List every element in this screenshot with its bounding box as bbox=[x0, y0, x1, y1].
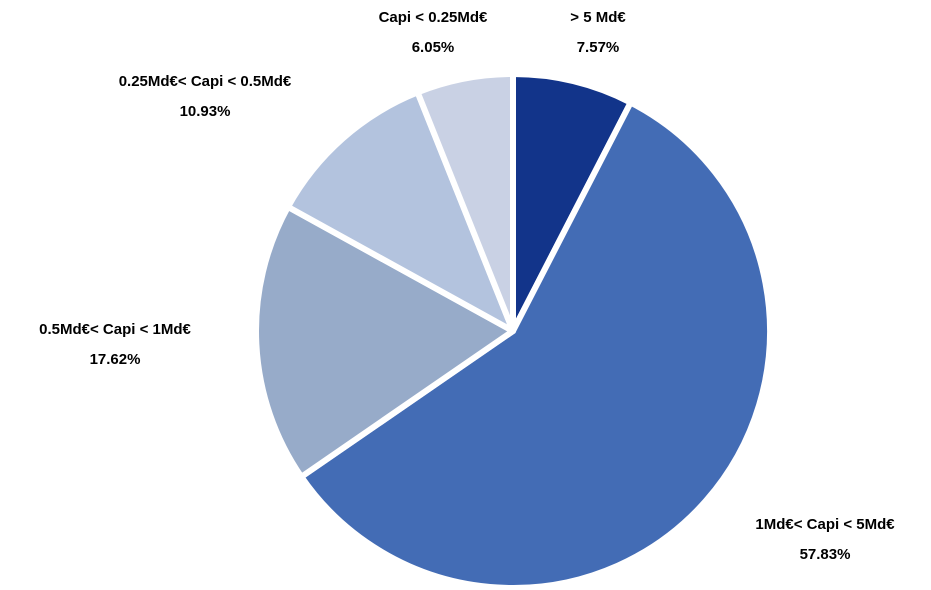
pie-slice bbox=[414, 71, 516, 334]
value-label: 17.62% bbox=[90, 351, 141, 368]
pie-slice bbox=[284, 89, 516, 334]
slice-label: 1Md€< Capi < 5Md€ bbox=[755, 516, 895, 533]
pie-slice bbox=[298, 99, 773, 590]
value-label: 57.83% bbox=[800, 546, 851, 563]
slice-label: 0.5Md€< Capi < 1Md€ bbox=[39, 321, 191, 338]
value-label: 6.05% bbox=[412, 39, 455, 56]
slice-label: > 5 Md€ bbox=[570, 9, 626, 26]
value-label: 10.93% bbox=[180, 103, 231, 120]
slice-label: Capi < 0.25Md€ bbox=[379, 9, 488, 26]
slice-label: 0.25Md€< Capi < 0.5Md€ bbox=[119, 73, 292, 90]
pie-slice bbox=[510, 71, 634, 334]
value-label: 7.57% bbox=[577, 39, 620, 56]
pie-slice bbox=[253, 203, 516, 480]
